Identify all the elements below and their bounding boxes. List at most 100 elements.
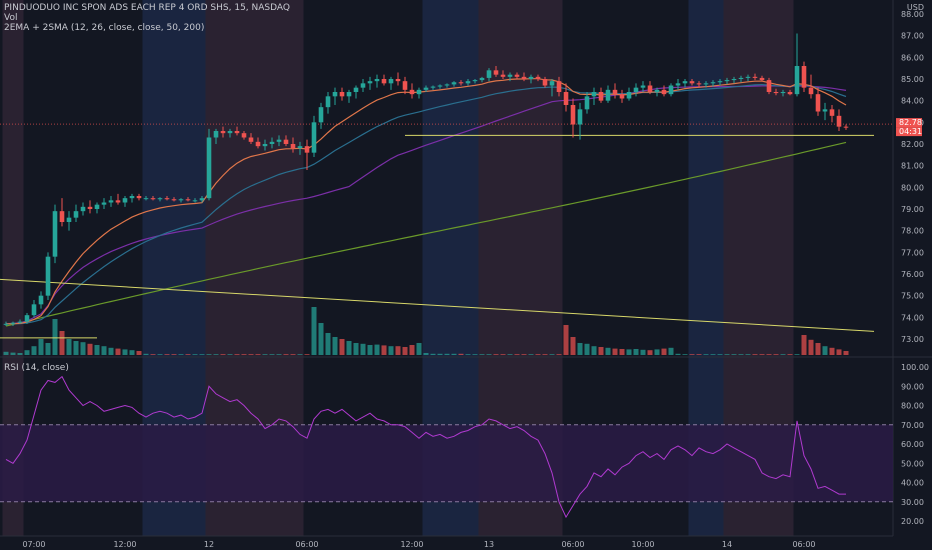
- candle-body: [388, 79, 394, 84]
- volume-bar: [38, 339, 44, 355]
- candle-body: [710, 82, 716, 84]
- candle-body: [521, 76, 527, 79]
- volume-bar: [395, 346, 401, 355]
- volume-bar: [528, 354, 534, 355]
- candle-body: [381, 79, 387, 84]
- candle-body: [213, 131, 219, 138]
- volume-bar: [94, 345, 100, 355]
- candle-body: [472, 80, 478, 82]
- candle-body: [150, 198, 156, 200]
- candle-body: [241, 133, 247, 138]
- candle-body: [185, 199, 191, 201]
- candle-body: [633, 87, 639, 92]
- candle-body: [45, 256, 51, 296]
- volume-bar: [815, 343, 821, 355]
- candle-body: [178, 199, 184, 201]
- volume-bar: [486, 354, 492, 355]
- volume-bar: [185, 354, 191, 355]
- candle-body: [759, 77, 765, 81]
- candle-body: [283, 139, 289, 144]
- candle-body: [836, 115, 842, 127]
- volume-bar: [500, 354, 506, 355]
- candle-body: [304, 146, 310, 153]
- volume-bar: [178, 354, 184, 355]
- volume-bar: [703, 354, 709, 355]
- rsi-line: [5, 375, 846, 519]
- countdown-tag: [896, 127, 922, 137]
- volume-bar: [514, 354, 520, 355]
- volume-bar: [766, 354, 772, 355]
- candle-body: [374, 79, 380, 82]
- candle-body: [59, 211, 65, 222]
- candle-body: [444, 84, 450, 86]
- candle-body: [542, 79, 548, 86]
- rsi-label: RSI (14, close): [4, 363, 69, 373]
- candle-body: [668, 85, 674, 95]
- volume-bar: [276, 354, 282, 355]
- candle-body: [584, 96, 590, 110]
- candle-body: [752, 76, 758, 78]
- time-tick-label: 10:00: [631, 540, 654, 549]
- volume-bar: [689, 354, 695, 355]
- candle-body: [808, 87, 814, 95]
- volume-bar: [626, 349, 632, 355]
- session-shade-0: [2, 0, 24, 536]
- candle-body: [318, 107, 324, 123]
- volume-bar: [381, 345, 387, 355]
- candle-body: [430, 86, 436, 88]
- candle-body: [87, 206, 93, 209]
- volume-bar: [584, 343, 590, 355]
- candle-body: [276, 139, 282, 142]
- volume-bar: [255, 354, 261, 355]
- volume-bar: [311, 307, 317, 355]
- volume-bar: [192, 354, 198, 355]
- candle-body: [325, 96, 331, 108]
- rsi-tick-label: 70.00: [901, 421, 924, 430]
- volume-bar: [430, 353, 436, 355]
- volume-bar: [220, 354, 226, 355]
- candle-body: [493, 70, 499, 75]
- candle-body: [773, 92, 779, 94]
- candle-body: [717, 81, 723, 83]
- volume-bar: [717, 354, 723, 355]
- candle-body: [108, 200, 114, 203]
- volume-bar: [696, 354, 702, 355]
- candle-body: [3, 323, 9, 325]
- last-price-tag: [896, 118, 922, 128]
- volume-bar: [129, 350, 135, 355]
- candle-body: [780, 92, 786, 94]
- volume-bar: [17, 353, 23, 355]
- volume-bar: [549, 354, 555, 355]
- candle-body: [577, 109, 583, 125]
- volume-bar: [346, 341, 352, 355]
- volume-bar: [654, 349, 660, 355]
- volume-bar: [290, 354, 296, 355]
- candle-body: [458, 82, 464, 84]
- candle-body: [269, 141, 275, 144]
- volume-bar: [339, 339, 345, 355]
- candle-body: [661, 89, 667, 95]
- time-tick-label: 07:00: [22, 540, 45, 549]
- price-tick-label: 77.00: [901, 248, 924, 257]
- volume-bar: [794, 354, 800, 355]
- candle-body: [136, 196, 142, 199]
- volume-bar: [836, 349, 842, 355]
- countdown-text: 04:31: [899, 127, 922, 136]
- volume-bar: [136, 351, 142, 355]
- volume-bar: [829, 347, 835, 355]
- price-tick-label: 84.00: [901, 97, 924, 106]
- volume-bar: [633, 349, 639, 355]
- volume-bar: [605, 347, 611, 355]
- volume-bar: [213, 354, 219, 355]
- candle-body: [31, 304, 37, 316]
- volume-bar: [332, 337, 338, 355]
- candle-body: [129, 196, 135, 199]
- candle-body: [416, 89, 422, 95]
- candle-body: [801, 66, 807, 88]
- candle-body: [52, 211, 58, 257]
- candle-body: [199, 198, 205, 201]
- candle-body: [409, 89, 415, 95]
- candle-body: [311, 122, 317, 153]
- volume-bar: [808, 339, 814, 355]
- volume-bar: [577, 343, 583, 355]
